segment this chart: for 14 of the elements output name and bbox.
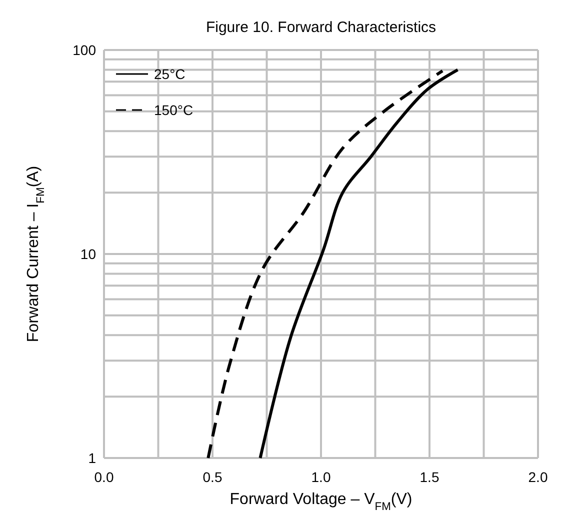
x-axis-title: Forward Voltage – V$_{FM}$(V): [230, 491, 412, 513]
chart-title: Figure 10. Forward Characteristics: [206, 19, 436, 36]
line-series: [206, 69, 444, 460]
y-tick-label: 1: [88, 450, 96, 466]
x-tick-label: 2.0: [528, 469, 548, 485]
x-tick-label: 0.5: [202, 469, 222, 485]
x-tick-label: 1.0: [311, 469, 331, 485]
line-series: [258, 68, 460, 460]
y-tick-label: 100: [72, 42, 96, 58]
x-tick-label: 1.5: [420, 469, 440, 485]
y-tick-label: 10: [80, 246, 96, 262]
legend-label: 150°C: [154, 102, 194, 118]
legend-label: 25°C: [154, 66, 186, 82]
x-tick-label: 0.0: [94, 469, 114, 485]
